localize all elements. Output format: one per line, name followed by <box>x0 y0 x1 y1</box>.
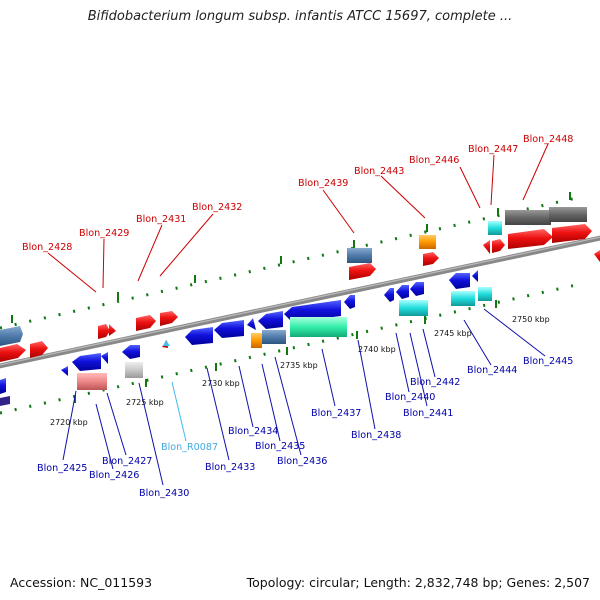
tick-label: 2725 kbp <box>126 398 164 407</box>
gene-label[interactable]: Blon_2432 <box>192 202 242 213</box>
gene-label[interactable]: Blon_2437 <box>311 408 361 419</box>
gene-label[interactable]: Blon_2443 <box>354 166 404 177</box>
gene-label[interactable]: Blon_2435 <box>255 441 305 452</box>
gene-label[interactable]: Blon_2441 <box>403 408 453 419</box>
tick-label: 2730 kbp <box>202 379 240 388</box>
gene-label[interactable]: Blon_2439 <box>298 178 348 189</box>
genes-outer-row <box>0 207 600 362</box>
tick-label: 2745 kbp <box>434 329 472 338</box>
accession-text: Accession: NC_011593 <box>10 575 153 590</box>
gene-label[interactable]: Blon_2438 <box>351 430 401 441</box>
gene-label[interactable]: Blon_2429 <box>79 228 129 239</box>
tick-label: 2750 kbp <box>512 315 550 324</box>
tick-label: 2735 kbp <box>280 361 318 370</box>
gene-label[interactable]: Blon_2448 <box>523 134 573 145</box>
gene-label[interactable]: Blon_2444 <box>467 365 517 376</box>
gene-label[interactable]: Blon_2431 <box>136 214 186 225</box>
tick-label: 2720 kbp <box>50 418 88 427</box>
gene-label[interactable]: Blon_2433 <box>205 462 255 473</box>
gene-label[interactable]: Blon_2426 <box>89 470 139 481</box>
genome-backbone <box>0 235 600 369</box>
topology-text: Topology: circular; Length: 2,832,748 bp… <box>246 575 590 590</box>
gene-label[interactable]: Blon_2445 <box>523 356 573 367</box>
tick-label: 2740 kbp <box>358 345 396 354</box>
gene-label[interactable]: Blon_2425 <box>37 463 87 474</box>
gene-label[interactable]: Blon_2430 <box>139 488 189 499</box>
gene-label[interactable]: Blon_2447 <box>468 144 518 155</box>
gene-label[interactable]: Blon_2446 <box>409 155 459 166</box>
genes-inner-row <box>0 270 492 406</box>
gene-label[interactable]: Blon_2436 <box>277 456 327 467</box>
map-title: Bifidobacterium longum subsp. infantis A… <box>87 9 513 24</box>
gene-label[interactable]: Blon_R0087 <box>161 442 218 453</box>
gene-label[interactable]: Blon_2427 <box>102 456 152 467</box>
gene-label[interactable]: Blon_2428 <box>22 242 72 253</box>
gene-label[interactable]: Blon_2442 <box>410 377 460 388</box>
gene-label[interactable]: Blon_2434 <box>228 426 278 437</box>
scale-ticks <box>11 192 571 403</box>
gene-label[interactable]: Blon_2440 <box>385 392 435 403</box>
